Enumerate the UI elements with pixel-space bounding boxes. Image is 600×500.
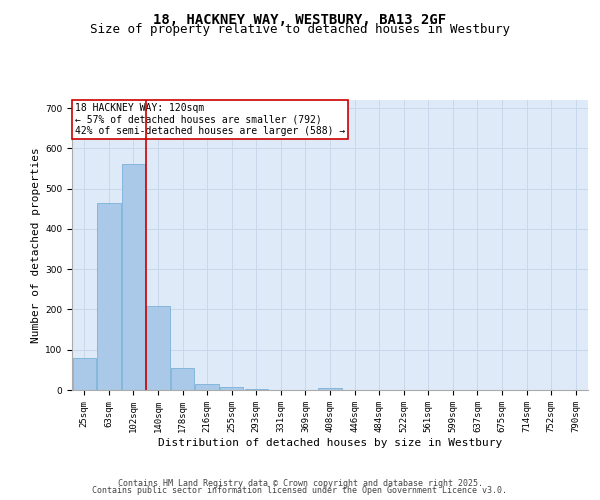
Text: Contains HM Land Registry data © Crown copyright and database right 2025.: Contains HM Land Registry data © Crown c… xyxy=(118,478,482,488)
Y-axis label: Number of detached properties: Number of detached properties xyxy=(31,147,41,343)
Text: 18 HACKNEY WAY: 120sqm
← 57% of detached houses are smaller (792)
42% of semi-de: 18 HACKNEY WAY: 120sqm ← 57% of detached… xyxy=(74,103,345,136)
Bar xyxy=(319,388,341,390)
Bar xyxy=(171,368,194,390)
X-axis label: Distribution of detached houses by size in Westbury: Distribution of detached houses by size … xyxy=(158,438,502,448)
Text: Size of property relative to detached houses in Westbury: Size of property relative to detached ho… xyxy=(90,22,510,36)
Bar xyxy=(73,358,96,390)
Bar xyxy=(196,384,219,390)
Text: Contains public sector information licensed under the Open Government Licence v3: Contains public sector information licen… xyxy=(92,486,508,495)
Bar xyxy=(122,164,145,390)
Bar xyxy=(220,387,244,390)
Bar xyxy=(97,202,121,390)
Text: 18, HACKNEY WAY, WESTBURY, BA13 2GF: 18, HACKNEY WAY, WESTBURY, BA13 2GF xyxy=(154,12,446,26)
Bar xyxy=(245,389,268,390)
Bar xyxy=(146,306,170,390)
